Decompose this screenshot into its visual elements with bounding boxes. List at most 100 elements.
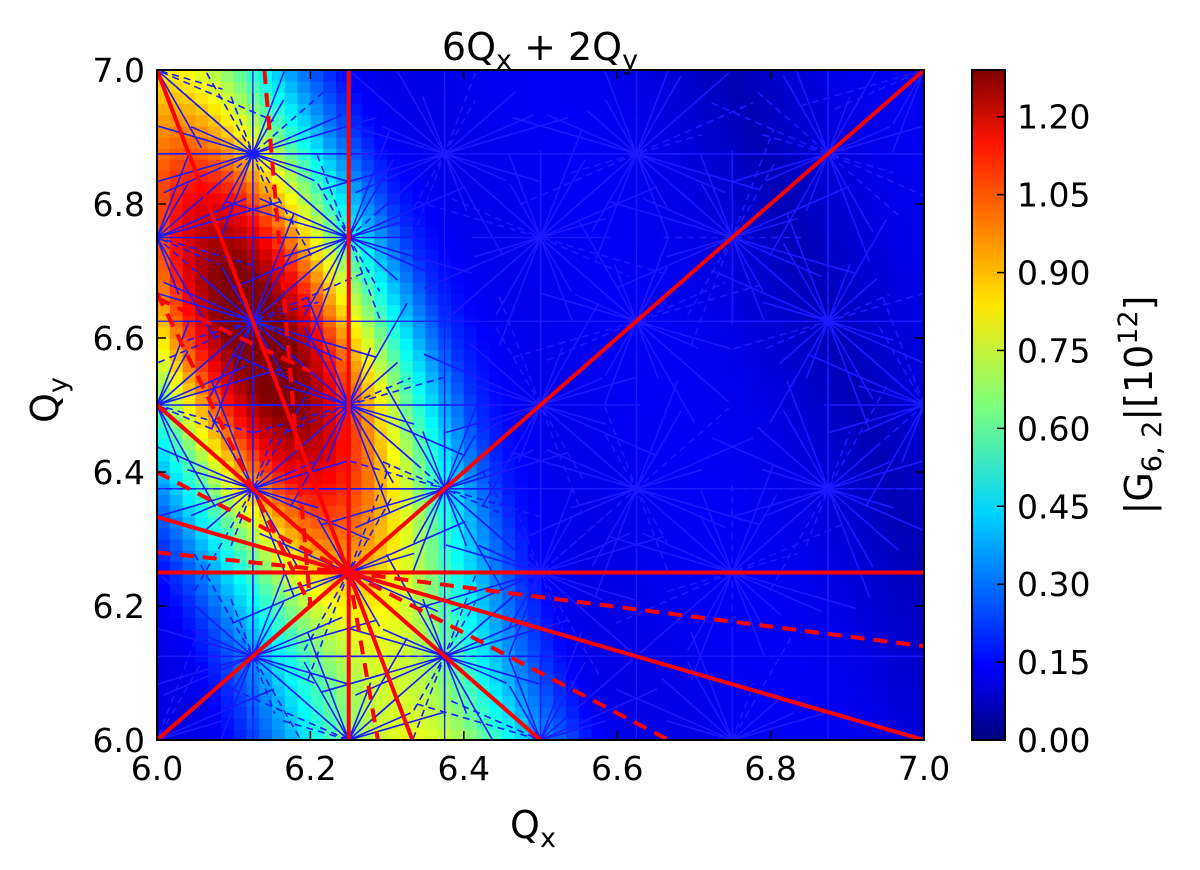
heatmap-cell	[348, 360, 363, 373]
heatmap-cell	[642, 248, 657, 261]
heatmap-cell	[668, 606, 682, 618]
heatmap-cell	[361, 326, 375, 339]
heatmap-cell	[719, 293, 733, 306]
heatmap-cell	[259, 237, 273, 250]
heatmap-cell	[732, 125, 746, 138]
heatmap-cell	[706, 628, 721, 641]
heatmap-cell	[706, 661, 721, 674]
heatmap-cell	[272, 617, 286, 629]
resonance-line-blue	[347, 696, 399, 740]
resonance-line-blue	[306, 464, 391, 681]
heatmap-cell	[681, 717, 695, 730]
heatmap-cell	[591, 192, 606, 205]
heatmap-cell	[348, 226, 363, 239]
heatmap-cell	[233, 382, 248, 395]
heatmap-cell	[898, 706, 912, 719]
heatmap-cell	[335, 215, 350, 227]
heatmap-cell	[157, 427, 171, 440]
heatmap-cell	[770, 125, 784, 138]
heatmap-cell	[757, 717, 772, 730]
heatmap-cell	[578, 717, 593, 730]
heatmap-cell	[911, 170, 924, 183]
heatmap-cell	[387, 460, 401, 473]
heatmap-cell	[425, 92, 439, 105]
heatmap-cell	[885, 572, 900, 585]
heatmap-cell	[796, 181, 810, 194]
heatmap-cell	[272, 728, 286, 740]
heatmap-cell	[208, 438, 222, 451]
heatmap-cell	[323, 81, 337, 93]
heatmap-cell	[808, 259, 823, 272]
heatmap-cell	[617, 606, 631, 618]
heatmap-cell	[719, 382, 733, 395]
heatmap-cell	[860, 539, 874, 551]
heatmap-cell	[527, 81, 542, 93]
heatmap-cell	[770, 360, 784, 373]
heatmap-cell	[617, 717, 631, 730]
heatmap-cell	[847, 617, 861, 629]
heatmap-cell	[335, 81, 350, 93]
heatmap-cell	[719, 159, 733, 172]
heatmap-cell	[451, 204, 465, 216]
heatmap-cell	[860, 673, 874, 685]
heatmap-cell	[885, 382, 900, 395]
heatmap-cell	[578, 282, 593, 294]
heatmap-cell	[719, 516, 733, 529]
heatmap-cell	[770, 684, 784, 696]
heatmap-cell	[719, 338, 733, 350]
heatmap-cell	[681, 326, 695, 339]
heatmap-cell	[233, 215, 248, 227]
heatmap-cell	[872, 382, 887, 395]
heatmap-cell	[860, 360, 874, 373]
heatmap-cell	[578, 661, 593, 674]
heatmap-cell	[911, 159, 924, 172]
heatmap-cell	[668, 505, 682, 518]
heatmap-cell	[297, 282, 311, 294]
heatmap-cell	[323, 438, 337, 451]
heatmap-cell	[668, 572, 682, 585]
heatmap-cell	[387, 639, 401, 652]
heatmap-cell	[553, 371, 567, 384]
heatmap-cell	[872, 728, 887, 740]
heatmap-cell	[387, 215, 401, 227]
heatmap-cell	[668, 204, 682, 216]
heatmap-cell	[553, 137, 567, 149]
heatmap-cell	[693, 360, 708, 373]
heatmap-cell	[489, 204, 503, 216]
heatmap-cell	[860, 371, 874, 384]
heatmap-cell	[783, 628, 797, 641]
heatmap-cell	[463, 382, 478, 395]
heatmap-cell	[732, 304, 746, 317]
heatmap-cell	[502, 438, 516, 451]
heatmap-cell	[425, 393, 439, 406]
heatmap-cell	[514, 304, 529, 317]
heatmap-cell	[642, 617, 657, 629]
heatmap-cell	[872, 326, 887, 339]
heatmap-cell	[834, 215, 848, 227]
heatmap-cell	[655, 594, 669, 607]
heatmap-cell	[514, 706, 529, 719]
heatmap-cell	[706, 695, 721, 708]
heatmap-cell	[757, 505, 772, 518]
heatmap-cell	[361, 192, 375, 205]
heatmap-cell	[898, 371, 912, 384]
heatmap-cell	[220, 371, 235, 384]
heatmap-cell	[566, 684, 580, 696]
heatmap-cell	[412, 706, 427, 719]
heatmap-cell	[681, 550, 695, 562]
heatmap-cell	[412, 349, 427, 361]
heatmap-cell	[348, 427, 363, 440]
heatmap-cell	[169, 617, 184, 629]
heatmap-cell	[604, 728, 618, 740]
heatmap-cell	[693, 583, 708, 596]
heatmap-cell	[451, 594, 465, 607]
heatmap-cell	[885, 271, 900, 283]
heatmap-cell	[796, 695, 810, 708]
heatmap-cell	[885, 204, 900, 216]
heatmap-cell	[681, 684, 695, 696]
heatmap-cell	[348, 606, 363, 618]
heatmap-cell	[208, 572, 222, 585]
heatmap-cell	[872, 427, 887, 440]
heatmap-cell	[796, 516, 810, 529]
heatmap-cell	[220, 70, 235, 82]
